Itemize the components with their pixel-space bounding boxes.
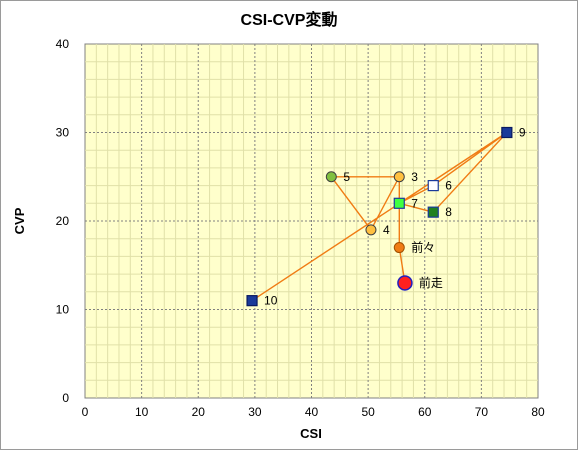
data-point-marker	[397, 275, 413, 291]
data-point-label: 前々	[411, 240, 435, 255]
y-axis-ticks: 0 10 20 30 40	[56, 37, 70, 405]
y-tick-label: 10	[56, 303, 70, 317]
data-point-label: 3	[411, 170, 418, 184]
data-point-label: 10	[264, 294, 278, 308]
x-tick-label: 30	[248, 405, 262, 419]
y-tick-label: 0	[62, 391, 69, 405]
x-tick-label: 0	[82, 405, 89, 419]
data-point-label: 7	[411, 196, 418, 210]
x-axis-ticks: 0 10 20 30 40 50 60 70 80	[82, 405, 545, 419]
y-tick-label: 30	[56, 126, 70, 140]
x-tick-label: 80	[531, 405, 545, 419]
data-point-marker	[393, 171, 405, 183]
data-point-label: 前走	[419, 275, 443, 290]
point-labels: 前走 前々 3 4 5 6 7 8 9 10	[264, 126, 526, 308]
data-point-marker	[393, 242, 405, 254]
data-point-marker	[427, 180, 439, 192]
x-axis-title: CSI	[300, 426, 322, 441]
data-point-marker	[365, 224, 377, 236]
x-tick-label: 20	[192, 405, 206, 419]
data-point-label: 8	[445, 205, 452, 219]
y-tick-label: 20	[56, 214, 70, 228]
x-tick-label: 50	[361, 405, 375, 419]
data-point-marker	[393, 197, 405, 209]
chart-title: CSI-CVP変動	[241, 10, 338, 29]
data-point-marker	[325, 171, 337, 183]
y-tick-label: 40	[56, 37, 70, 51]
y-axis-title: CVP	[12, 207, 27, 234]
data-point-label: 5	[343, 170, 350, 184]
x-tick-label: 10	[135, 405, 149, 419]
major-gridlines	[85, 44, 538, 398]
data-point-label: 6	[445, 179, 452, 193]
x-tick-label: 70	[475, 405, 489, 419]
data-point-marker	[427, 206, 439, 218]
data-points	[246, 126, 513, 307]
data-point-label: 4	[383, 223, 390, 237]
data-point-marker	[501, 126, 513, 139]
data-point-marker	[246, 295, 258, 307]
x-tick-label: 40	[305, 405, 319, 419]
x-tick-label: 60	[418, 405, 432, 419]
data-point-label: 9	[519, 126, 526, 140]
